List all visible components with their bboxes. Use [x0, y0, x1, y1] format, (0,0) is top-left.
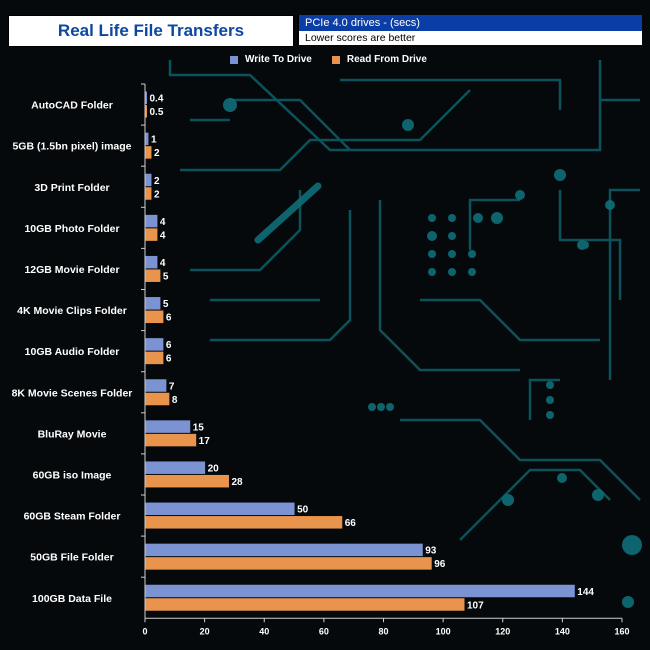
category-label: 10GB Audio Folder	[25, 346, 120, 358]
bar-read	[145, 105, 147, 118]
value-label-write: 0.4	[150, 94, 164, 105]
category-label: BluRay Movie	[38, 428, 107, 440]
value-label-write: 15	[193, 422, 205, 433]
value-label-write: 50	[297, 505, 309, 516]
value-label-read: 6	[166, 354, 172, 365]
bar-write	[145, 132, 149, 146]
value-label-read: 5	[163, 271, 169, 282]
x-tick-label: 140	[555, 626, 570, 636]
value-label-read: 107	[467, 600, 484, 611]
bar-write	[145, 91, 147, 105]
category-label: 4K Movie Clips Folder	[17, 305, 127, 317]
value-label-read: 17	[199, 436, 211, 447]
bar-write	[145, 461, 206, 474]
value-label-read: 4	[160, 230, 166, 241]
value-label-write: 144	[577, 587, 594, 598]
bar-write	[145, 379, 167, 392]
category-label: 60GB Steam Folder	[24, 511, 121, 523]
value-label-read: 8	[172, 395, 178, 406]
bar-read	[145, 516, 343, 529]
bar-write	[145, 173, 152, 187]
x-tick-label: 80	[378, 626, 388, 636]
x-tick-label: 20	[200, 626, 210, 636]
category-label: 60GB iso Image	[33, 469, 112, 481]
value-label-write: 20	[208, 463, 220, 474]
chart-legend: Write To Drive Read From Drive	[230, 54, 427, 65]
x-tick-label: 100	[436, 626, 451, 636]
bar-read	[145, 310, 164, 324]
category-label: 8K Movie Scenes Folder	[12, 387, 133, 399]
value-label-read: 6	[166, 313, 172, 324]
bar-read	[145, 392, 170, 406]
category-label: 100GB Data File	[32, 593, 112, 605]
category-label: 50GB File Folder	[30, 552, 113, 564]
bar-read	[145, 598, 465, 611]
category-label: 12GB Movie Folder	[24, 264, 119, 276]
bar-read	[145, 474, 229, 488]
bar-write	[145, 255, 158, 269]
value-label-write: 1	[151, 135, 157, 146]
legend-label-read: Read From Drive	[346, 54, 427, 65]
bar-write	[145, 214, 158, 228]
chart-title-box: Real Life File Transfers	[8, 15, 294, 47]
legend-swatch-write	[230, 55, 238, 64]
bar-write	[145, 502, 295, 516]
value-label-write: 4	[160, 258, 166, 269]
category-label: 10GB Photo Folder	[24, 223, 119, 235]
chart-subtitle: PCIe 4.0 drives - (secs)	[297, 15, 642, 31]
x-tick-label: 160	[614, 626, 629, 636]
value-label-read: 0.5	[150, 107, 164, 118]
chart-note: Lower scores are better	[297, 31, 642, 45]
bar-read	[145, 269, 161, 282]
value-label-write: 7	[169, 381, 175, 392]
x-tick-label: 60	[319, 626, 329, 636]
value-label-read: 66	[345, 518, 357, 529]
category-label: 5GB (1.5bn pixel) image	[12, 141, 131, 153]
chart-title: Real Life File Transfers	[57, 21, 245, 40]
bar-read	[145, 351, 164, 365]
bar-write	[145, 584, 575, 598]
value-label-read: 96	[434, 559, 446, 570]
bar-read	[145, 228, 158, 241]
bar-read	[145, 146, 152, 159]
bar-write	[145, 338, 164, 351]
bar-write	[145, 297, 161, 310]
x-tick-label: 0	[142, 626, 147, 636]
category-label: AutoCAD Folder	[31, 100, 113, 112]
value-label-write: 93	[425, 546, 437, 557]
x-tick-label: 40	[259, 626, 269, 636]
value-label-write: 6	[166, 340, 172, 351]
category-label: 3D Print Folder	[34, 182, 109, 194]
value-label-read: 2	[154, 148, 160, 159]
x-tick-label: 120	[495, 626, 510, 636]
bar-read	[145, 433, 197, 447]
bar-read	[145, 557, 432, 570]
value-label-read: 2	[154, 189, 160, 200]
value-label-write: 2	[154, 176, 160, 187]
value-label-write: 5	[163, 299, 169, 310]
legend-label-write: Write To Drive	[245, 54, 312, 65]
legend-item-write: Write To Drive	[230, 54, 312, 65]
bar-write	[145, 420, 191, 433]
bar-read	[145, 187, 152, 200]
value-label-write: 4	[160, 217, 166, 228]
bar-write	[145, 543, 423, 557]
legend-item-read: Read From Drive	[331, 54, 427, 65]
legend-swatch-read	[331, 55, 340, 64]
value-label-read: 28	[231, 477, 243, 488]
